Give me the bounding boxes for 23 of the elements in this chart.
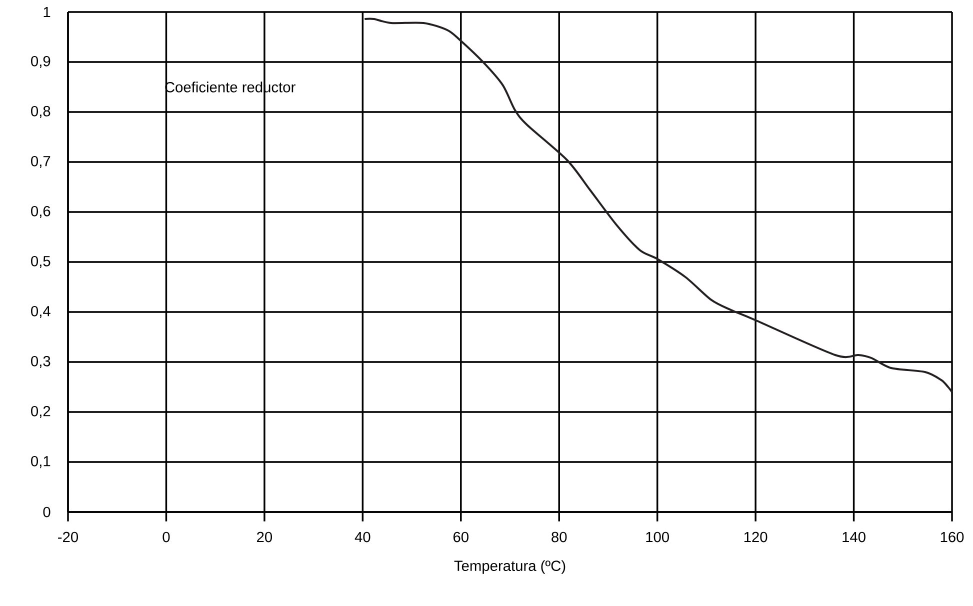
x-tick-label: 40 [354,532,370,542]
y-tick-label: 0,5 [31,256,50,268]
y-tick-label: 0,2 [31,406,50,418]
y-tick-label: 0,6 [31,206,50,218]
x-tick-label: 60 [453,532,468,542]
x-tick-label: 100 [646,532,669,542]
x-axis-title: Temperatura (ºC) [454,560,566,574]
x-tick-label: -20 [58,532,78,542]
y-tick-label: 1 [44,6,50,18]
x-tick-label: 160 [940,532,964,542]
x-tick-label: 120 [744,532,768,542]
y-tick-label: 0,4 [31,306,50,318]
x-tick-label: 140 [842,532,866,542]
line-series [364,18,954,393]
y-tick-label: 0,7 [31,156,50,168]
x-tick-label: 20 [257,532,272,542]
y-tick-label: 0,9 [31,56,50,68]
y-tick-label: 0,3 [31,356,50,368]
y-tick-label: 0,8 [31,106,50,118]
x-tick-label: 0 [162,532,170,542]
y-tick-label: 0 [43,506,50,518]
x-tick-label: 80 [552,532,567,542]
y-tick-label: 0,1 [31,456,50,468]
